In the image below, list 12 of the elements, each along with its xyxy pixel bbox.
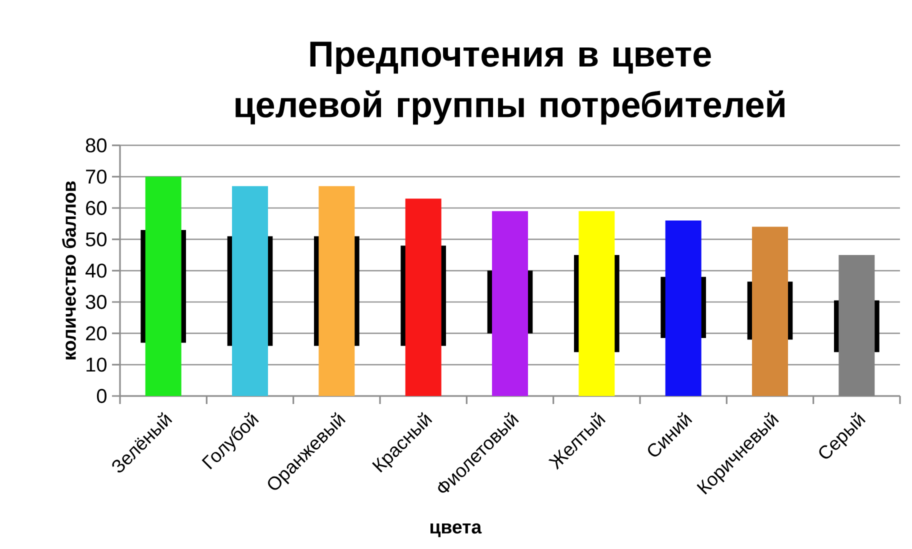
- y-axis-title: количество баллов: [62, 181, 76, 360]
- y-tick-label: 0: [96, 388, 106, 404]
- chart-title: Предпочтения в цвете целевой группы потребителей: [236, 42, 784, 125]
- y-tick-label: 40: [86, 264, 106, 278]
- y-tick-label: 50: [86, 232, 106, 246]
- y-tick-label: 30: [86, 294, 106, 310]
- y-tick-label: 70: [86, 170, 106, 184]
- y-tick-label: 20: [86, 326, 106, 340]
- y-tick-label: 10: [86, 358, 106, 372]
- y-tick-label: 80: [86, 138, 106, 152]
- y-tick-label: 60: [86, 200, 106, 216]
- x-axis-title: цвета: [430, 523, 482, 538]
